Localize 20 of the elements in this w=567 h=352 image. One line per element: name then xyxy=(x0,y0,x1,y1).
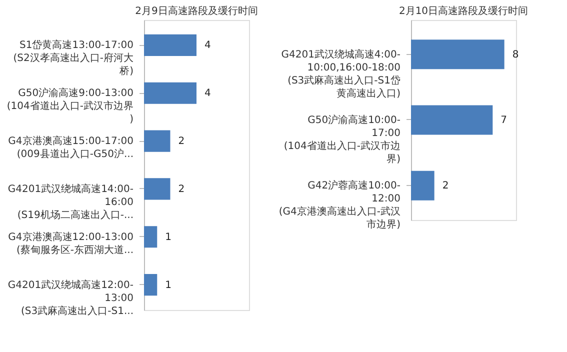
data-label: 1 xyxy=(165,232,172,243)
data-label: 2 xyxy=(178,184,185,195)
chart-title: 2月9日高速路段及缓行时间 xyxy=(135,5,258,17)
data-label: 4 xyxy=(204,40,211,52)
y-tick-label: G4京港澳高速12:00-13:00(蔡甸服务区-东西湖大道... xyxy=(8,230,134,256)
y-tick-label: G4201武汉绕城高速14:00-16:00(S19机场二高速出入口-... xyxy=(8,182,134,221)
y-tick-label: G50沪渝高速10:00-17:00(104省道出入口-武汉市边界) xyxy=(284,114,401,165)
data-label: 2 xyxy=(178,136,185,148)
y-tick-label: G4201武汉绕城高速4:00-10:00,16:00-18:00(S3武麻高速出入口-S1岱黄高速出入口) xyxy=(281,48,401,100)
data-label: 7 xyxy=(500,115,508,126)
data-label: 8 xyxy=(512,49,519,60)
chart-title: 2月10日高速路段及缓行时间 xyxy=(398,5,528,17)
y-tick-label: G4201武汉绕城高速12:00-13:00(S3武麻高速出入口-S1... xyxy=(8,278,134,317)
y-tick-label: G42沪蓉高速10:00-12:00(G4京港澳高速出入口-武汉市边界) xyxy=(278,180,401,231)
y-tick-label: S1岱黄高速13:00-17:00(S2汉孝高速出入口-府河大桥) xyxy=(13,39,134,78)
y-tick-label: G50沪渝高速9:00-13:00(104省道出入口-武汉市边界) xyxy=(6,87,134,126)
data-label: 1 xyxy=(165,280,172,291)
data-label: 2 xyxy=(442,180,449,192)
y-tick-label: G4京港澳高速15:00-17:00(009县道出入口-G50沪... xyxy=(8,135,134,160)
data-label: 4 xyxy=(204,88,211,100)
